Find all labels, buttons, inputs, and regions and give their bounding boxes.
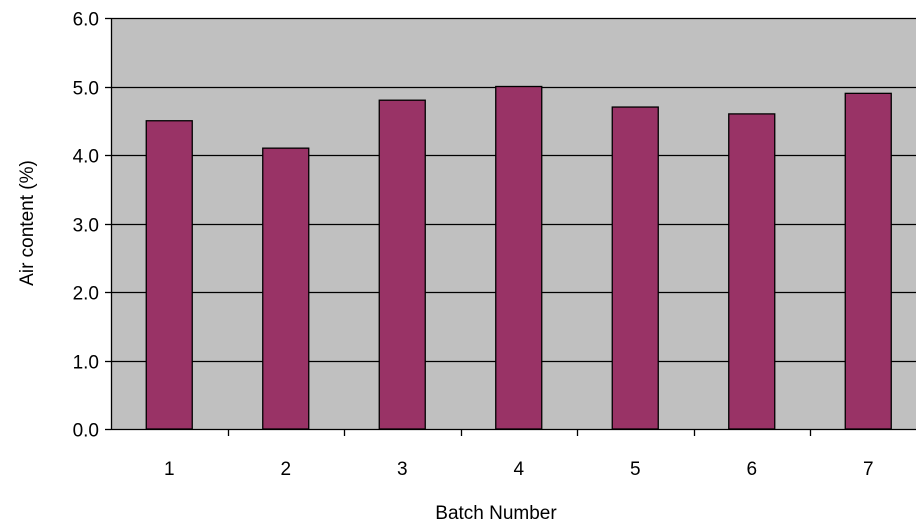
bar-2 (262, 147, 310, 430)
x-tick-label: 1 (164, 459, 175, 480)
bars (145, 85, 892, 430)
y-tick-label: 2.0 (73, 284, 99, 305)
y-tick-label: 4.0 (73, 147, 99, 168)
x-tick-label: 6 (746, 459, 757, 480)
y-axis-title: Air content (%) (17, 160, 38, 286)
x-tick-labels: 1 2 3 4 5 6 7 (164, 459, 874, 480)
x-tick-label: 4 (513, 459, 524, 480)
bar-4 (495, 85, 543, 430)
bar-3 (378, 99, 426, 430)
y-tick-label: 0.0 (73, 421, 99, 442)
bar-1 (145, 120, 193, 430)
x-tick-label: 7 (863, 459, 874, 480)
y-tick-labels: 0.0 1.0 2.0 3.0 4.0 5.0 6.0 (73, 10, 99, 442)
x-tick-label: 2 (280, 459, 291, 480)
x-axis-title: Batch Number (435, 503, 557, 524)
axes (105, 17, 916, 436)
bar-6 (728, 113, 776, 430)
x-tick-label: 5 (630, 459, 641, 480)
y-tick-label: 1.0 (73, 353, 99, 374)
bar-5 (611, 106, 659, 430)
y-tick-label: 5.0 (73, 79, 99, 100)
x-tick-label: 3 (397, 459, 408, 480)
bar-7 (844, 92, 892, 430)
y-tick-label: 6.0 (73, 10, 99, 31)
y-tick-label: 3.0 (73, 216, 99, 237)
